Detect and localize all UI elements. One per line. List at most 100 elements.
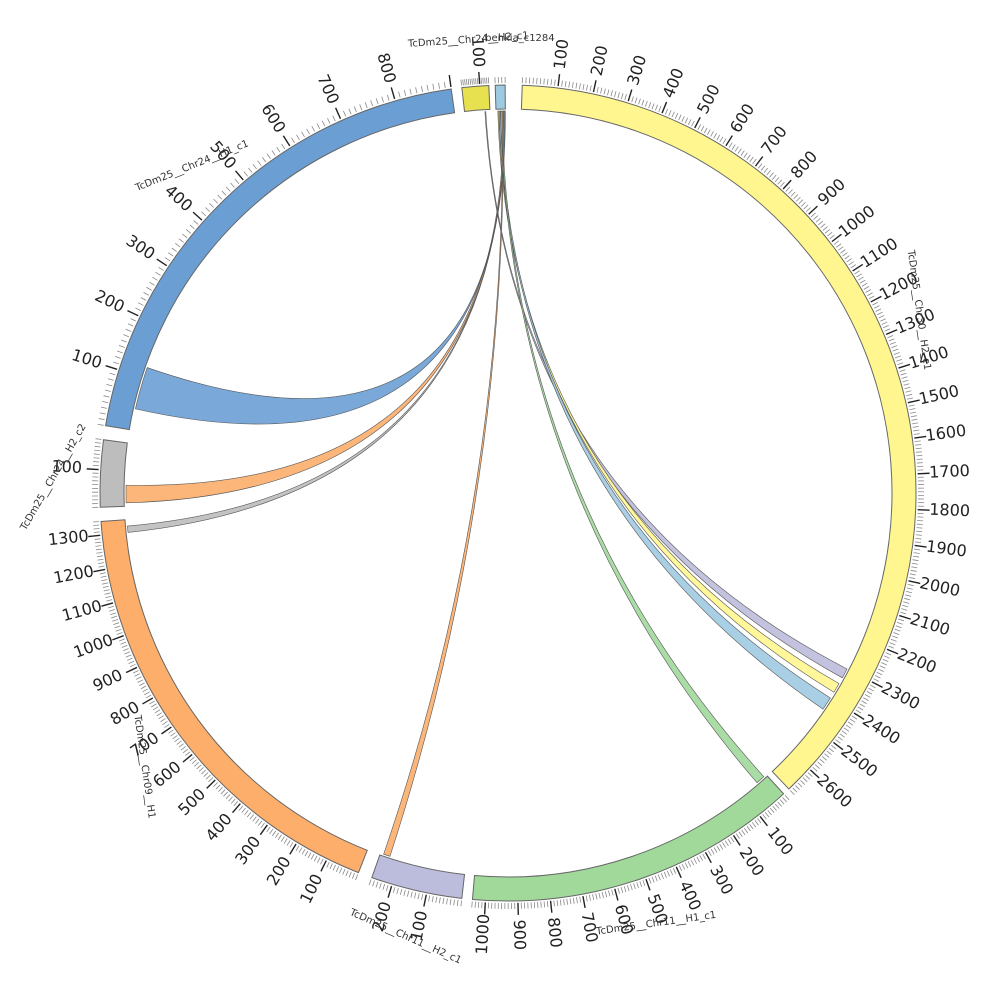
minor-tick <box>911 418 918 421</box>
minor-tick <box>238 805 244 811</box>
minor-tick <box>223 791 228 797</box>
minor-tick <box>379 882 382 889</box>
minor-tick <box>152 706 159 711</box>
minor-tick <box>866 691 873 695</box>
minor-tick <box>283 838 288 844</box>
minor-tick <box>326 861 330 868</box>
minor-tick <box>149 700 155 705</box>
minor-tick <box>812 766 818 772</box>
minor-tick <box>99 572 106 575</box>
minor-tick <box>291 137 295 144</box>
major-tick <box>871 681 883 689</box>
minor-tick <box>841 730 848 735</box>
minor-tick <box>849 718 856 723</box>
minor-tick <box>883 325 889 329</box>
tick-label: 400 <box>659 65 688 100</box>
minor-tick <box>840 249 846 254</box>
minor-tick <box>435 896 438 903</box>
minor-tick <box>191 759 197 764</box>
minor-tick <box>97 562 105 565</box>
minor-tick <box>252 164 257 170</box>
tick-label: 1100 <box>60 596 104 625</box>
minor-tick <box>648 102 652 109</box>
minor-tick <box>123 334 130 338</box>
minor-tick <box>576 897 578 904</box>
minor-tick <box>901 376 908 379</box>
minor-tick <box>728 142 733 148</box>
minor-tick <box>571 82 574 89</box>
minor-tick <box>687 861 692 867</box>
minor-tick <box>888 645 895 649</box>
minor-tick <box>743 827 749 834</box>
minor-tick <box>604 891 608 898</box>
minor-tick <box>910 415 917 418</box>
minor-tick <box>766 170 771 176</box>
minor-tick <box>348 108 352 115</box>
minor-tick <box>112 619 119 622</box>
minor-tick <box>893 352 900 355</box>
minor-tick <box>896 358 903 362</box>
minor-tick <box>681 863 686 870</box>
minor-tick <box>909 408 916 411</box>
minor-tick <box>901 608 908 611</box>
minor-tick <box>774 803 780 809</box>
minor-tick <box>880 318 886 322</box>
minor-tick <box>164 257 171 262</box>
minor-tick <box>164 723 170 728</box>
minor-tick <box>910 411 917 414</box>
minor-tick <box>189 756 195 762</box>
minor-tick <box>396 887 399 894</box>
minor-tick <box>585 895 588 902</box>
minor-tick <box>894 628 901 632</box>
minor-tick <box>114 625 121 629</box>
minor-tick <box>797 782 803 788</box>
minor-tick <box>215 784 221 790</box>
major-tick <box>192 211 203 221</box>
minor-tick <box>115 628 122 632</box>
major-tick <box>831 233 842 243</box>
minor-tick <box>155 271 161 276</box>
major-tick <box>231 803 241 814</box>
tick-label: 2600 <box>813 770 856 812</box>
minor-tick <box>101 579 108 582</box>
minor-tick <box>749 156 754 163</box>
minor-tick <box>634 97 638 104</box>
minor-tick <box>805 774 811 780</box>
minor-tick <box>464 79 466 86</box>
major-tick <box>808 205 818 215</box>
major-tick <box>661 101 668 114</box>
minor-tick <box>241 807 246 813</box>
minor-tick <box>912 422 919 425</box>
minor-tick <box>603 88 606 95</box>
minor-tick <box>907 397 914 400</box>
tick-label: 100 <box>764 823 798 859</box>
minor-tick <box>651 103 655 110</box>
minor-tick <box>900 611 907 615</box>
minor-tick <box>874 675 881 679</box>
minor-tick <box>97 423 104 426</box>
minor-tick <box>639 881 643 888</box>
minor-tick <box>462 79 464 86</box>
minor-tick <box>802 777 808 783</box>
minor-tick <box>553 900 555 907</box>
tick-label: 1700 <box>929 461 971 482</box>
minor-tick <box>345 870 349 877</box>
minor-tick <box>316 123 321 129</box>
major-tick <box>206 779 216 789</box>
tick-label: 100 <box>296 871 327 907</box>
minor-tick <box>839 733 845 738</box>
minor-tick <box>102 582 109 585</box>
major-tick <box>914 435 927 439</box>
major-tick <box>582 895 586 909</box>
minor-tick <box>710 848 715 855</box>
minor-tick <box>385 884 389 891</box>
minor-tick <box>858 276 864 281</box>
minor-tick <box>403 889 406 896</box>
minor-tick <box>872 302 878 306</box>
major-tick <box>899 614 911 620</box>
tick-label: 400 <box>202 809 236 845</box>
minor-tick <box>915 537 922 540</box>
minor-tick <box>327 118 331 124</box>
minor-tick <box>885 652 892 656</box>
minor-tick <box>824 753 830 758</box>
